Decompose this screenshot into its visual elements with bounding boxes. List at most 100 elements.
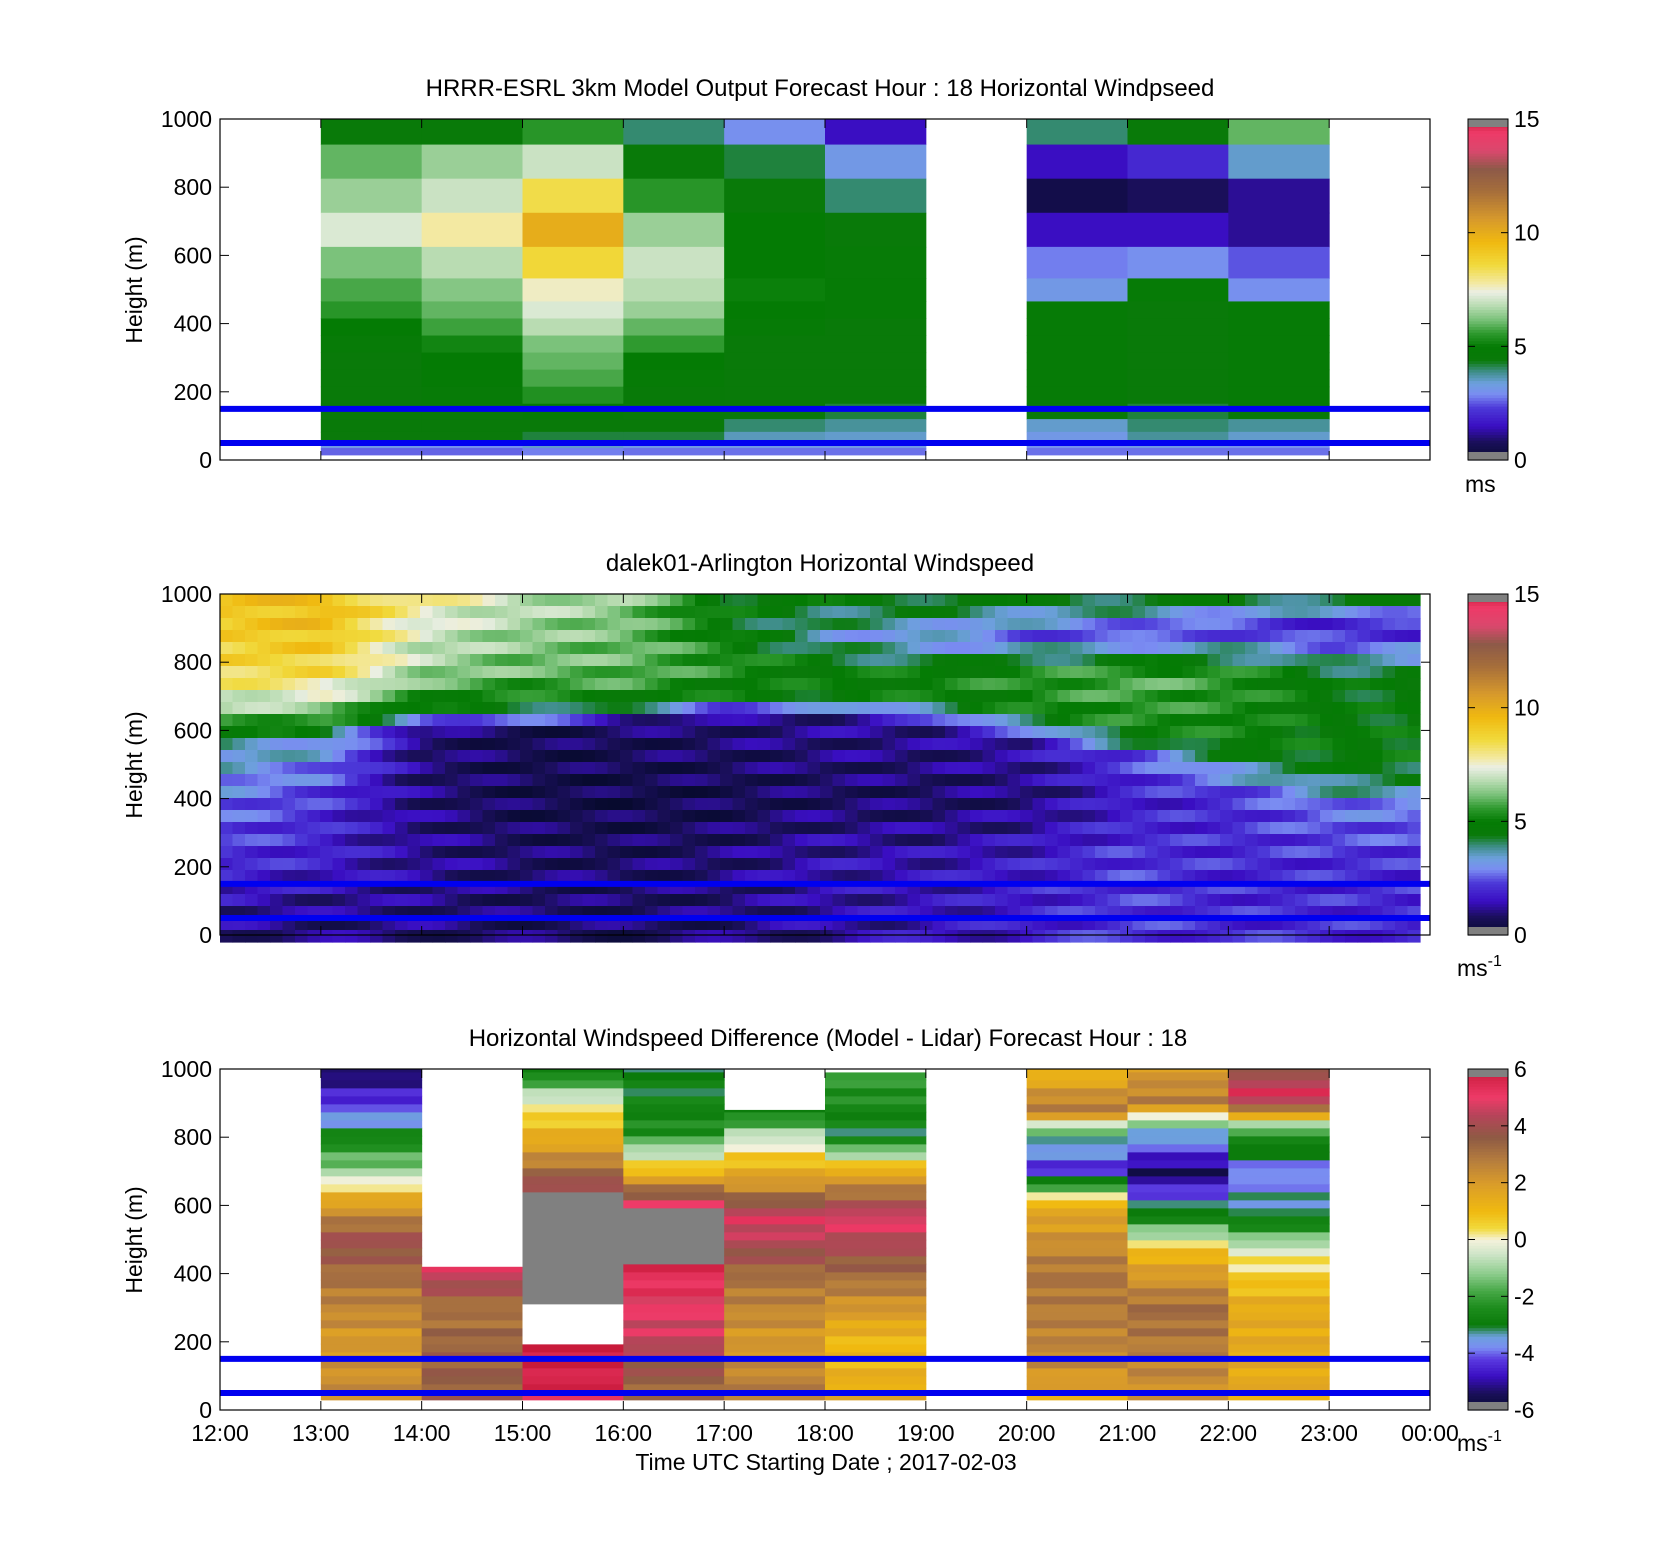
heatmap-cell <box>1228 212 1330 248</box>
colorbar-swatch <box>1468 1310 1508 1314</box>
heatmap-cell <box>720 726 734 739</box>
heatmap-cell <box>832 774 846 787</box>
heatmap-cell <box>732 774 746 787</box>
heatmap-cell <box>320 1079 423 1089</box>
heatmap-cell <box>920 618 934 631</box>
heatmap-cell <box>620 738 634 751</box>
heatmap-cell <box>770 870 784 883</box>
heatmap-cell <box>557 690 571 703</box>
heatmap-cell <box>782 594 796 607</box>
heatmap-cell <box>1357 846 1371 859</box>
heatmap-cell <box>920 714 934 727</box>
heatmap-cell <box>920 918 934 931</box>
heatmap-cell <box>770 678 784 691</box>
heatmap-cell <box>1320 930 1334 943</box>
heatmap-cell <box>1170 834 1184 847</box>
heatmap-cell <box>357 606 371 619</box>
heatmap-cell <box>745 810 759 823</box>
colorbar-tick-label: -2 <box>1514 1283 1534 1309</box>
heatmap-cell <box>1095 786 1109 799</box>
heatmap-cell <box>957 810 971 823</box>
heatmap-cell <box>495 666 509 679</box>
colorbar-swatch <box>1468 775 1508 780</box>
colorbar-swatch <box>1468 863 1508 868</box>
heatmap-cell <box>382 750 396 763</box>
heatmap-cell <box>795 798 809 811</box>
heatmap-cell <box>1332 930 1346 943</box>
heatmap-cell <box>257 870 271 883</box>
heatmap-cell <box>320 301 423 319</box>
heatmap-cell <box>1007 618 1021 631</box>
heatmap-cell <box>1157 642 1171 655</box>
heatmap-cell <box>482 726 496 739</box>
heatmap-cell <box>522 178 624 214</box>
heatmap-cell <box>970 618 984 631</box>
heatmap-cell <box>707 642 721 655</box>
heatmap-cell <box>782 858 796 871</box>
x-tick-label: 19:00 <box>897 1420 955 1446</box>
heatmap-cell <box>457 726 471 739</box>
heatmap-cell <box>957 822 971 835</box>
heatmap-cell <box>895 666 909 679</box>
heatmap-cell <box>1095 726 1109 739</box>
heatmap-cell <box>657 822 671 835</box>
heatmap-cell <box>457 714 471 727</box>
heatmap-cell <box>332 666 346 679</box>
heatmap-cell <box>1020 642 1034 655</box>
heatmap-cell <box>995 738 1009 751</box>
heatmap-cell <box>1332 870 1346 883</box>
heatmap-cell <box>1232 870 1246 883</box>
heatmap-cell <box>557 870 571 883</box>
heatmap-cell <box>457 702 471 715</box>
heatmap-cell <box>1007 918 1021 931</box>
y-tick-label: 200 <box>174 854 212 880</box>
heatmap-cell <box>695 846 709 859</box>
heatmap-cell <box>782 870 796 883</box>
heatmap-cell <box>257 618 271 631</box>
heatmap-cell <box>220 918 234 931</box>
heatmap-cell <box>420 702 434 715</box>
heatmap-cell <box>382 930 396 943</box>
heatmap-cell <box>1032 774 1046 787</box>
heatmap-cell <box>395 858 409 871</box>
heatmap-cell <box>345 870 359 883</box>
heatmap-cell <box>522 1135 624 1145</box>
heatmap-cell <box>1070 618 1084 631</box>
heatmap-cell <box>1357 774 1371 787</box>
heatmap-cell <box>795 894 809 907</box>
heatmap-cell <box>1207 786 1221 799</box>
heatmap-cell <box>320 431 423 442</box>
heatmap-cell <box>645 678 659 691</box>
heatmap-cell <box>995 894 1009 907</box>
heatmap-cell <box>320 1111 423 1121</box>
heatmap-cell <box>1026 301 1128 319</box>
heatmap-cell <box>270 702 284 715</box>
heatmap-cell <box>623 1375 725 1385</box>
heatmap-cell <box>1127 278 1229 302</box>
colorbar-swatch <box>1468 1356 1508 1360</box>
heatmap-cell <box>457 858 471 871</box>
heatmap-cell <box>1207 798 1221 811</box>
y-axis-label: Height (m) <box>121 1186 147 1293</box>
heatmap-cell <box>582 762 596 775</box>
heatmap-cell <box>1270 822 1284 835</box>
heatmap-cell <box>757 798 771 811</box>
heatmap-cell <box>807 786 821 799</box>
heatmap-cell <box>1107 918 1121 931</box>
heatmap-cell <box>257 678 271 691</box>
colorbar-swatch <box>1468 872 1508 876</box>
heatmap-cell <box>1026 144 1128 180</box>
heatmap-cell <box>957 750 971 763</box>
heatmap-cell <box>421 119 523 146</box>
heatmap-cell <box>357 666 371 679</box>
heatmap-cell <box>857 894 871 907</box>
heatmap-cell <box>257 714 271 727</box>
colorbar-swatch <box>1468 613 1508 618</box>
heatmap-cell <box>907 690 921 703</box>
heatmap-cell <box>845 654 859 667</box>
heatmap-cell <box>1307 666 1321 679</box>
heatmap-cell <box>707 738 721 751</box>
heatmap-cell <box>1307 810 1321 823</box>
colorbar-swatch <box>1468 1191 1508 1195</box>
heatmap-cell <box>1320 678 1334 691</box>
